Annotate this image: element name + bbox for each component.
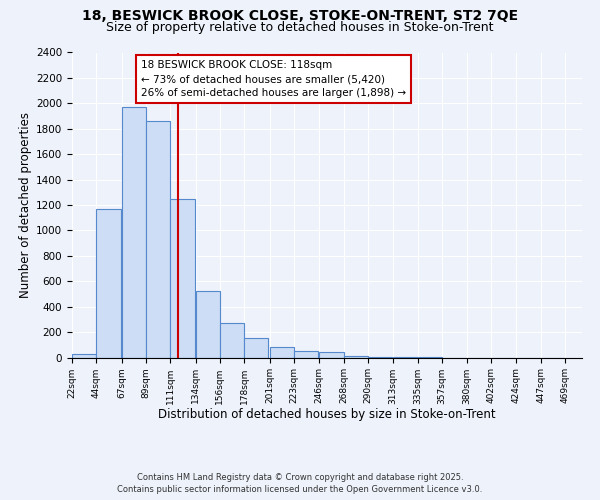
Y-axis label: Number of detached properties: Number of detached properties: [19, 112, 32, 298]
Bar: [368, 357, 392, 358]
Bar: [170, 198, 194, 358]
Bar: [344, 356, 368, 358]
Bar: [294, 351, 318, 358]
Bar: [72, 354, 96, 358]
Bar: [122, 106, 146, 358]
Bar: [96, 209, 121, 358]
Bar: [244, 338, 268, 357]
Bar: [196, 292, 220, 358]
X-axis label: Distribution of detached houses by size in Stoke-on-Trent: Distribution of detached houses by size …: [158, 408, 496, 421]
Text: Contains HM Land Registry data © Crown copyright and database right 2025.
Contai: Contains HM Land Registry data © Crown c…: [118, 472, 482, 494]
Bar: [269, 346, 294, 358]
Bar: [319, 352, 344, 358]
Bar: [220, 322, 244, 358]
Text: 18 BESWICK BROOK CLOSE: 118sqm
← 73% of detached houses are smaller (5,420)
26% : 18 BESWICK BROOK CLOSE: 118sqm ← 73% of …: [141, 60, 406, 98]
Text: Size of property relative to detached houses in Stoke-on-Trent: Size of property relative to detached ho…: [106, 22, 494, 35]
Bar: [146, 121, 170, 358]
Text: 18, BESWICK BROOK CLOSE, STOKE-ON-TRENT, ST2 7QE: 18, BESWICK BROOK CLOSE, STOKE-ON-TRENT,…: [82, 9, 518, 23]
